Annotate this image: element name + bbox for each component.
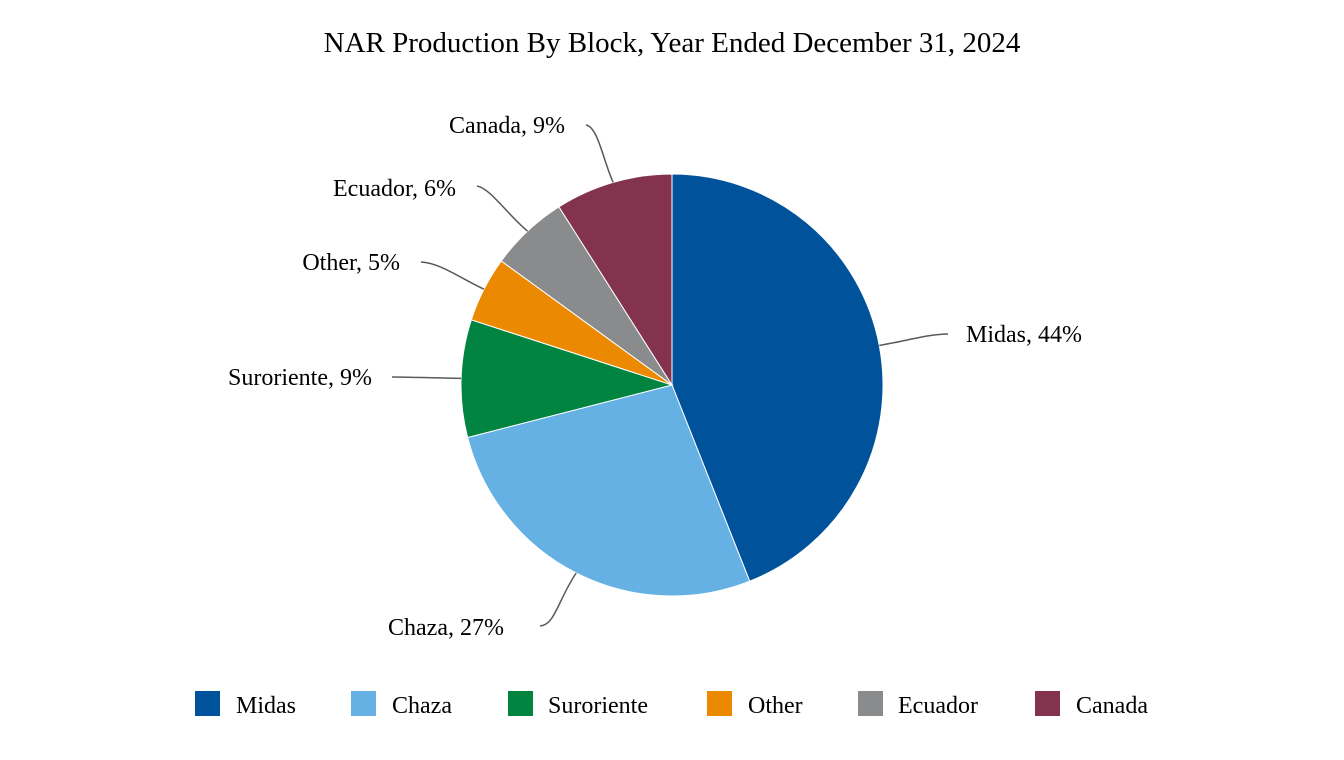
leader-line-midas [879,333,949,347]
legend-label-suroriente: Suroriente [548,693,648,719]
legend-label-ecuador: Ecuador [898,693,978,719]
chart-title: NAR Production By Block, Year Ended Dece… [324,27,1021,59]
legend-swatch-midas [195,691,220,716]
pie-slice-midas [671,173,884,582]
legend-label-chaza: Chaza [392,693,452,719]
legend-swatch-canada [1035,691,1060,716]
data-label-midas: Midas, 44% [966,322,1082,348]
leader-line-other [420,261,485,290]
legend-label-canada: Canada [1076,693,1148,719]
legend-swatch-chaza [351,691,376,716]
leader-line-suroriente [391,376,462,380]
leader-line-canada [585,124,614,183]
legend-label-other: Other [748,693,803,719]
legend-swatch-ecuador [858,691,883,716]
pie-slice-canada [558,173,673,387]
legend-swatch-other [707,691,732,716]
legend-swatch-suroriente [508,691,533,716]
data-label-canada: Canada, 9% [449,113,565,139]
pie-slices [460,173,884,597]
data-label-suroriente: Suroriente, 9% [228,365,372,391]
legend-label-midas: Midas [236,693,296,719]
leader-line-chaza [539,572,577,627]
leader-lines [391,124,949,627]
legend: Midas Chaza Suroriente Other Ecuador Can… [195,691,1148,719]
data-label-chaza: Chaza, 27% [388,615,504,641]
data-label-other: Other, 5% [302,250,400,276]
leader-line-ecuador [476,185,529,232]
data-label-ecuador: Ecuador, 6% [333,176,456,202]
